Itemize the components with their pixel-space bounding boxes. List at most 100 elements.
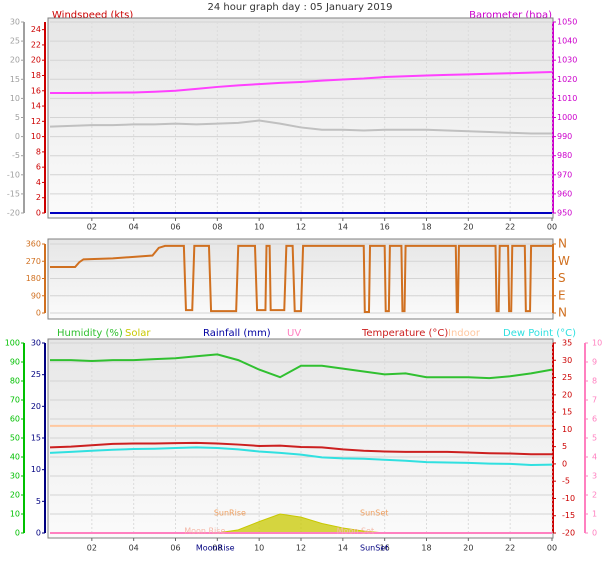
axis-annotation: MoonRise	[196, 544, 235, 553]
y-tick-label: 80	[10, 377, 20, 386]
x-tick-label: 02	[87, 544, 97, 553]
y4-tick-label: 5	[592, 434, 597, 443]
y-tick-label: 270	[26, 257, 41, 266]
chart-title: 24 hour graph day : 05 January 2019	[208, 2, 393, 13]
faint-annotation: Moon Rise	[184, 527, 225, 536]
y2-tick-label: 30	[562, 356, 572, 365]
y3-tick-label: 15	[10, 75, 20, 84]
y3-tick-label: -5	[12, 151, 20, 160]
line	[49, 119, 552, 135]
x-tick-label: 06	[170, 544, 180, 553]
legend-label: UV	[287, 328, 301, 339]
y2-tick-label: 15	[562, 408, 572, 417]
y-tick-label: 4	[36, 178, 41, 187]
y4-tick-label: 1	[592, 510, 597, 519]
line	[49, 446, 553, 466]
y-tick-label: 10	[31, 132, 41, 141]
y-tick-label: 2	[36, 193, 41, 202]
y2-tick-label: 1010	[557, 94, 577, 103]
x-tick-label: 00	[547, 223, 557, 232]
axis-annotation: SunSet	[360, 544, 388, 553]
x-tick-label: 04	[129, 544, 139, 553]
y-tick-label: 360	[26, 240, 41, 249]
y3-tick-label: 10	[10, 94, 20, 103]
y3-tick-label: 10	[31, 465, 41, 474]
y2-tick-label: 1030	[557, 56, 577, 65]
y4-tick-label: 2	[592, 491, 597, 500]
y2-tick-label: 35	[562, 339, 572, 348]
y2-tick-label: 5	[562, 442, 567, 451]
y2-tick-label: -10	[562, 494, 575, 503]
x-tick-label: 08	[212, 223, 222, 232]
y-tick-label: 22	[31, 40, 41, 49]
legend-label: Humidity (%)	[57, 328, 123, 339]
y-tick-label: 20	[10, 491, 20, 500]
y2-tick-label: -20	[562, 529, 575, 538]
annotation: SunSet	[360, 509, 388, 518]
legend-label: Rainfall (mm)	[203, 328, 271, 339]
y2-tick-label: -15	[562, 511, 575, 520]
y2-tick-label: 1020	[557, 75, 577, 84]
x-tick-label: 20	[463, 544, 473, 553]
y2-tick-label: 1050	[557, 18, 577, 27]
legend-label: Temperature (°C)	[361, 328, 448, 339]
y2-tick-label: 1040	[557, 37, 577, 46]
legend-label: Dew Point (°C)	[503, 328, 576, 339]
line	[50, 353, 553, 380]
y3-tick-label: 5	[36, 497, 41, 506]
y-tick-label: 30	[10, 472, 20, 481]
y-tick-label: 70	[10, 396, 20, 405]
y-tick-label: 0	[36, 209, 41, 218]
y-tick-label: 8	[36, 147, 41, 156]
y2-tick-label: E	[558, 288, 566, 302]
y-tick-label: 20	[31, 56, 41, 65]
y-tick-label: 100	[5, 339, 20, 348]
x-tick-label: 06	[170, 223, 180, 232]
x-tick-label: 00	[547, 544, 557, 553]
y4-tick-label: 3	[592, 472, 597, 481]
x-tick-label: 16	[380, 223, 390, 232]
x-tick-label: 22	[505, 544, 515, 553]
y2-tick-label: 10	[562, 425, 572, 434]
x-tick-label: 12	[296, 544, 306, 553]
x-tick-label: 14	[338, 223, 348, 232]
y2-tick-label: N	[558, 237, 567, 251]
y-tick-label: 24	[31, 25, 41, 34]
y2-tick-label: -5	[562, 477, 570, 486]
y-tick-label: 6	[36, 163, 41, 172]
y3-tick-label: -20	[7, 209, 20, 218]
y-tick-label: 18	[31, 71, 41, 80]
y2-tick-label: 25	[562, 373, 572, 382]
x-tick-label: 04	[129, 223, 139, 232]
y4-tick-label: 6	[592, 415, 597, 424]
x-tick-label: 22	[505, 223, 515, 232]
y-tick-label: 50	[10, 434, 20, 443]
y2-axis-title: Barometer (hpa)	[469, 10, 552, 21]
y3-tick-label: -15	[7, 189, 20, 198]
y2-tick-label: S	[558, 271, 566, 285]
y-tick-label: 40	[10, 453, 20, 462]
y3-tick-label: 15	[31, 434, 41, 443]
annotation: SunRise	[214, 509, 246, 518]
y2-tick-label: 960	[557, 189, 572, 198]
y3-tick-label: 20	[31, 402, 41, 411]
x-tick-label: 16	[380, 544, 390, 553]
x-tick-label: 08	[212, 544, 222, 553]
y-tick-label: 0	[36, 309, 41, 318]
legend-label: Indoor	[448, 328, 481, 339]
y2-tick-label: 0	[562, 459, 567, 468]
y3-tick-label: 20	[10, 56, 20, 65]
x-tick-label: 20	[463, 223, 473, 232]
y2-tick-label: W	[558, 254, 570, 268]
y-tick-label: 0	[15, 529, 20, 538]
line	[50, 244, 552, 314]
y-tick-label: 90	[31, 291, 41, 300]
y3-tick-label: 25	[10, 37, 20, 46]
y2-tick-label: 970	[557, 170, 572, 179]
y-tick-label: 90	[10, 358, 20, 367]
y3-tick-label: 30	[10, 18, 20, 27]
y-tick-label: 60	[10, 415, 20, 424]
x-tick-label: 18	[421, 544, 431, 553]
x-tick-label: 18	[421, 223, 431, 232]
